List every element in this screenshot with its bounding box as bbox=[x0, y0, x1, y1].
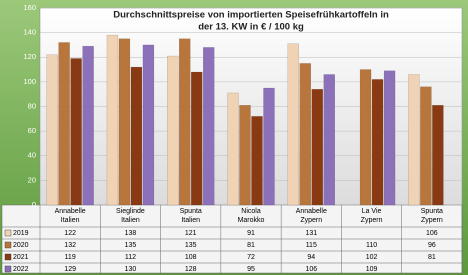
legend-key bbox=[4, 229, 12, 237]
table-value: 106 bbox=[426, 230, 438, 237]
table-value: 81 bbox=[247, 242, 255, 249]
legend-label: 2019 bbox=[13, 230, 29, 237]
y-tick-label: 100 bbox=[23, 77, 36, 86]
x-tick-label: La Vie bbox=[362, 208, 382, 215]
x-tick-label: Sieglinde bbox=[116, 208, 145, 215]
table-value: 138 bbox=[125, 230, 137, 237]
table-value: 135 bbox=[125, 242, 137, 249]
y-tick-label: 40 bbox=[28, 151, 36, 160]
x-tick-label: Italien bbox=[181, 217, 200, 224]
bar bbox=[179, 38, 191, 206]
table-value: 115 bbox=[306, 242, 317, 249]
bar bbox=[106, 34, 119, 206]
x-tick-label: Spunta bbox=[180, 208, 202, 215]
bar bbox=[432, 105, 444, 206]
bar bbox=[383, 70, 396, 206]
chart-title: Durchschnittspreise von importierten Spe… bbox=[113, 10, 389, 21]
bar bbox=[371, 79, 384, 206]
x-tick-label: Zypern bbox=[421, 217, 443, 224]
table-value: 110 bbox=[366, 242, 377, 249]
bar bbox=[203, 47, 215, 206]
y-tick-label: 60 bbox=[28, 126, 36, 135]
y-tick-label: 120 bbox=[23, 52, 36, 61]
table-value: 72 bbox=[247, 254, 255, 261]
bar bbox=[287, 43, 299, 206]
bar bbox=[420, 86, 432, 206]
table-value: 102 bbox=[366, 254, 378, 261]
x-tick-label: Italien bbox=[121, 217, 140, 224]
table-value: 109 bbox=[366, 266, 378, 273]
bar bbox=[46, 54, 58, 206]
table-value: 128 bbox=[185, 266, 197, 273]
y-tick-label: 160 bbox=[23, 3, 36, 12]
bar bbox=[251, 116, 263, 206]
table-value: 94 bbox=[307, 254, 315, 261]
bar bbox=[239, 105, 251, 206]
legend-label: 2022 bbox=[13, 266, 29, 273]
bar bbox=[263, 87, 275, 206]
bar bbox=[118, 38, 131, 206]
table-value: 91 bbox=[247, 230, 255, 237]
bar bbox=[311, 89, 323, 206]
bar bbox=[323, 74, 335, 206]
y-tick-label: 80 bbox=[28, 101, 36, 110]
bar bbox=[58, 42, 70, 206]
x-tick-label: Zypern bbox=[361, 217, 383, 224]
table-value: 112 bbox=[125, 254, 136, 261]
table-value: 131 bbox=[305, 230, 317, 237]
bar bbox=[227, 92, 239, 206]
table-value: 95 bbox=[247, 266, 255, 273]
x-tick-label: Italien bbox=[61, 217, 80, 224]
table-value: 132 bbox=[64, 242, 76, 249]
x-tick-label: Zypern bbox=[300, 217, 322, 224]
x-tick-label: Marokko bbox=[238, 217, 265, 224]
bar bbox=[167, 55, 179, 206]
table-value: 135 bbox=[185, 242, 197, 249]
table-value: 121 bbox=[185, 230, 197, 237]
bar bbox=[359, 69, 372, 206]
x-tick-label: Spunta bbox=[421, 208, 443, 215]
legend-label: 2020 bbox=[13, 242, 29, 249]
table-value: 96 bbox=[428, 242, 436, 249]
legend-key bbox=[4, 253, 12, 261]
bar bbox=[191, 71, 203, 206]
bar bbox=[70, 58, 82, 206]
bar bbox=[82, 45, 94, 206]
table-value: 129 bbox=[64, 266, 76, 273]
bar bbox=[408, 74, 420, 206]
legend-key bbox=[4, 241, 12, 249]
table-value: 108 bbox=[185, 254, 197, 261]
chart-title: der 13. KW in € / 100 kg bbox=[198, 22, 304, 33]
table-value: 122 bbox=[64, 230, 76, 237]
bar bbox=[299, 63, 311, 206]
legend-key bbox=[4, 265, 12, 273]
table-value: 81 bbox=[428, 254, 436, 261]
table-value: 130 bbox=[125, 266, 137, 273]
y-tick-label: 140 bbox=[23, 28, 36, 37]
x-tick-label: Annabelle bbox=[296, 208, 327, 215]
bar bbox=[130, 66, 143, 206]
table-value: 106 bbox=[305, 266, 317, 273]
y-tick-label: 0 bbox=[32, 200, 36, 209]
table-value: 119 bbox=[65, 254, 76, 261]
y-tick-label: 20 bbox=[28, 175, 36, 184]
x-tick-label: Annabelle bbox=[55, 208, 86, 215]
legend-label: 2021 bbox=[13, 254, 29, 261]
bar bbox=[142, 44, 155, 206]
x-tick-label: Nicola bbox=[241, 208, 261, 215]
